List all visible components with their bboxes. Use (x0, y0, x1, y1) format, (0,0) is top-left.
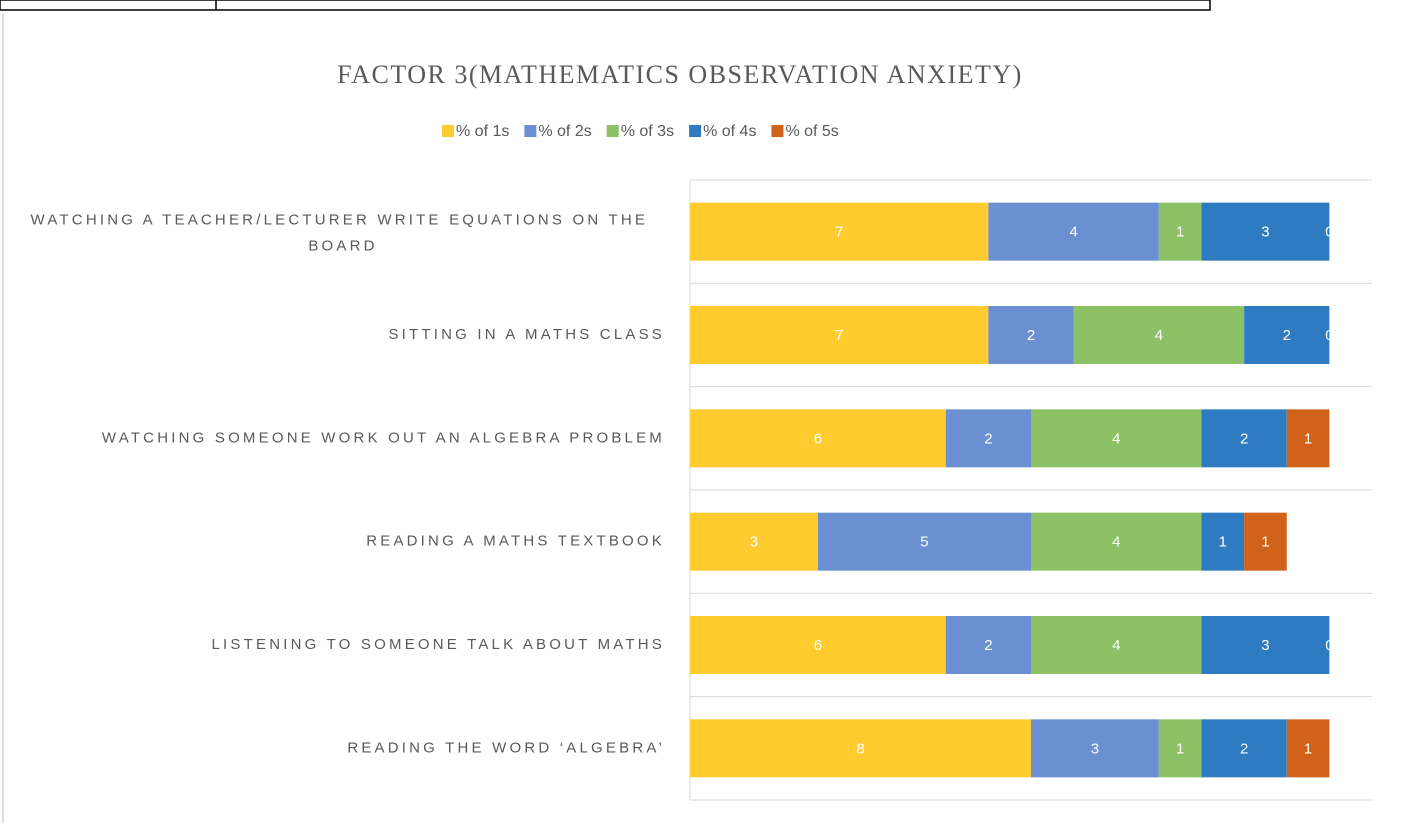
legend-label: % of 1s (456, 123, 509, 140)
bar-segment (690, 202, 989, 261)
data-label: 1 (1304, 430, 1312, 447)
data-label: 2 (1283, 327, 1291, 344)
legend-swatch (771, 125, 784, 137)
bar-segment (1244, 512, 1287, 571)
legend-label: % of 4s (703, 123, 756, 140)
data-label: 2 (1027, 327, 1035, 344)
plot-area: 7 4 1 3 0 7 2 4 2 0 6 2 4 2 1 3 5 4 1 1 6 2 4 3 0 8 3 1 2 1 (690, 202, 1333, 778)
data-label: 4 (1155, 327, 1163, 344)
bar-segment (1286, 719, 1330, 778)
data-label: 4 (1069, 224, 1077, 241)
data-label: 2 (1240, 740, 1248, 757)
y-tick-label: LISTENING TO SOMEONE TALK ABOUT MATHS (212, 636, 665, 653)
table-fragment (0, 0, 1211, 11)
legend-label: % of 5s (785, 123, 838, 140)
data-label: 0 (1325, 224, 1333, 241)
bar-segment (690, 306, 989, 364)
data-label: 1 (1219, 534, 1227, 551)
bar-segment (1201, 202, 1330, 261)
bar-segment (1244, 306, 1330, 364)
data-label: 7 (835, 224, 843, 241)
data-label: 3 (1091, 740, 1099, 757)
data-label: 1 (1261, 534, 1269, 551)
bar-segment (945, 616, 1031, 674)
bar-segment (690, 719, 1031, 778)
legend-swatch (524, 125, 537, 137)
bar-segment (1031, 409, 1202, 468)
y-tick-label: WATCHING SOMEONE WORK OUT AN ALGEBRA PRO… (102, 429, 665, 446)
data-label: 1 (1176, 224, 1184, 241)
bar-segment (690, 409, 946, 468)
bar-segment (945, 409, 1031, 468)
bar-segment (690, 512, 818, 571)
bar-segment (1158, 202, 1202, 261)
bar-segment (1201, 512, 1245, 571)
legend-swatch (689, 125, 702, 137)
data-label: 0 (1325, 327, 1333, 344)
data-label: 6 (814, 430, 822, 447)
y-tick-label: SITTING IN A MATHS CLASS (388, 326, 665, 343)
legend-swatch (606, 125, 619, 137)
bar-segment (1031, 512, 1202, 571)
bar-segment (988, 202, 1159, 261)
data-label: 3 (1261, 224, 1269, 241)
bar-segment (1201, 409, 1287, 468)
legend-swatch (442, 125, 454, 137)
data-label: 0 (1325, 637, 1333, 654)
bar-segment (1201, 616, 1330, 674)
data-label: 4 (1112, 637, 1120, 654)
bar-segment (1031, 719, 1159, 778)
y-tick-label: READING THE WORD ‘ALGEBRA’ (347, 739, 665, 756)
data-label: 3 (1261, 637, 1269, 654)
bar-segment (1286, 409, 1330, 468)
bar-segment (988, 306, 1074, 364)
bar-segment (1201, 719, 1287, 778)
bar-segment (817, 512, 1031, 571)
data-label: 3 (750, 534, 758, 551)
bar-segment (1158, 719, 1202, 778)
bar-segment (1031, 616, 1202, 674)
data-label: 4 (1112, 430, 1120, 447)
bar-segment (690, 616, 946, 674)
data-label: 1 (1304, 740, 1312, 757)
data-label: 5 (920, 534, 928, 551)
data-label: 2 (1240, 430, 1248, 447)
data-label: 1 (1176, 740, 1184, 757)
data-label: 6 (814, 637, 822, 654)
data-label: 2 (984, 430, 992, 447)
data-label: 2 (984, 637, 992, 654)
y-tick-label: WATCHING A TEACHER/LECTURER WRITE EQUATI… (31, 212, 656, 255)
data-label: 8 (856, 740, 864, 757)
data-label: 7 (835, 327, 843, 344)
bar-segment (1073, 306, 1245, 364)
data-label: 4 (1112, 534, 1120, 551)
y-tick-label: READING A MATHS TEXTBOOK (366, 533, 665, 550)
chart-title: FACTOR 3(MATHEMATICS OBSERVATION ANXIETY… (337, 60, 1023, 89)
legend-label: % of 3s (621, 123, 674, 140)
legend-label: % of 2s (538, 123, 591, 140)
